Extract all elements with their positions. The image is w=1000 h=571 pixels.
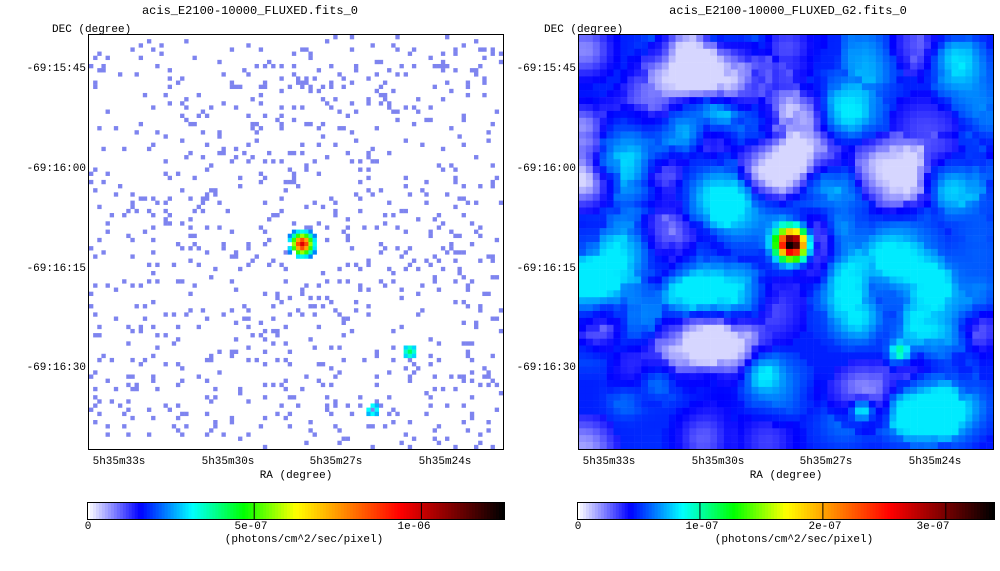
y-tick-label: -69:15:45 (26, 63, 86, 75)
y-tick-label: -69:16:15 (516, 263, 576, 275)
panel-title: acis_E2100-10000_FLUXED_G2.fits_0 (669, 4, 907, 18)
panel-title: acis_E2100-10000_FLUXED.fits_0 (141, 4, 359, 18)
colorbar-tick-label: 2e-07 (808, 521, 842, 533)
x-tick-label: 5h35m27s (799, 456, 853, 468)
x-tick-label: 5h35m30s (691, 456, 745, 468)
colorbar-tick-label: 0 (84, 521, 92, 533)
colorbar-smoothed (577, 502, 995, 520)
x-axis-label: RA (degree) (749, 470, 823, 482)
colorbar-tick-label: 5e-07 (234, 521, 268, 533)
y-tick-label: -69:16:15 (26, 263, 86, 275)
colorbar-tick-label: 0 (574, 521, 582, 533)
x-tick-label: 5h35m30s (201, 456, 255, 468)
colorbar-tick-label: 1e-07 (685, 521, 719, 533)
x-tick-label: 5h35m24s (418, 456, 472, 468)
image-plot-smoothed[interactable] (578, 34, 994, 450)
y-axis-label: DEC (degree) (544, 24, 624, 36)
flux-image-raw[interactable] (89, 35, 503, 449)
y-tick-label: -69:15:45 (516, 63, 576, 75)
x-tick-label: 5h35m24s (908, 456, 962, 468)
y-tick-label: -69:16:30 (516, 362, 576, 374)
colorbar-tick-label: 3e-07 (916, 521, 950, 533)
x-tick-label: 5h35m33s (92, 456, 146, 468)
flux-image-smoothed[interactable] (579, 35, 993, 449)
colorbar-tick-label: 1e-06 (397, 521, 431, 533)
panel-raw-flux: acis_E2100-10000_FLUXED.fits_0 DEC (degr… (26, 4, 505, 546)
panel-smoothed-flux: acis_E2100-10000_FLUXED_G2.fits_0 DEC (d… (490, 0, 995, 571)
y-tick-label: -69:16:30 (26, 362, 86, 374)
y-tick-label: -69:16:00 (26, 163, 86, 175)
colorbar-units: (photons/cm^2/sec/pixel) (714, 534, 874, 546)
image-plot-raw[interactable] (88, 34, 504, 450)
y-tick-label: -69:16:00 (516, 163, 576, 175)
colorbar-raw (87, 502, 505, 520)
y-axis-label: DEC (degree) (52, 24, 132, 36)
x-tick-label: 5h35m27s (309, 456, 363, 468)
x-axis-label: RA (degree) (259, 470, 333, 482)
colorbar-units: (photons/cm^2/sec/pixel) (224, 534, 384, 546)
x-tick-label: 5h35m33s (582, 456, 636, 468)
